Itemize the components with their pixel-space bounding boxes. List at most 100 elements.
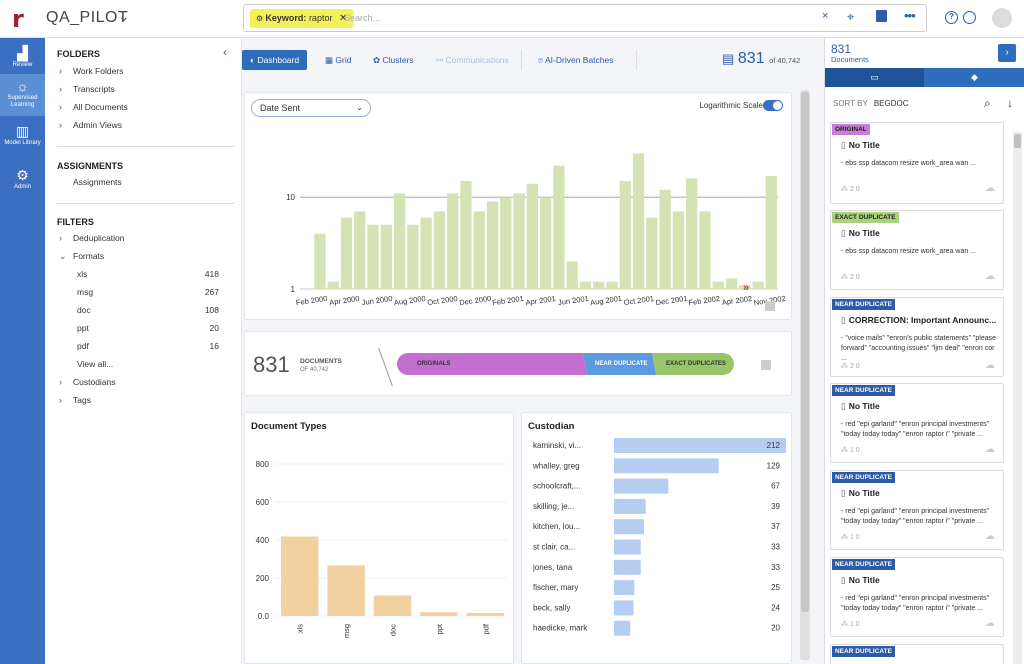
search-icon[interactable]: ⌕ xyxy=(984,96,991,110)
document-card[interactable]: NEAR DUPLICATE ▯ CORRECTION: Important Ann… xyxy=(830,297,1004,377)
dedup-badge: EXACT DUPLICATE xyxy=(832,212,899,223)
document-card[interactable]: NEAR DUPLICATE ▯ No Title - red "epi garlan… xyxy=(830,557,1004,637)
custodian-count: 39 xyxy=(771,502,780,511)
document-card[interactable]: ORIGINAL ▯ No Title - ebs ssp datacom resiz… xyxy=(830,122,1004,204)
link-icon: ⁂ xyxy=(841,186,850,193)
tab-ai-driven-batches[interactable]: ⌾ AI-Driven Batches xyxy=(530,50,622,70)
doc-snippet: - red "epi garland" "enron principal inv… xyxy=(841,508,990,525)
chart-menu-icon[interactable] xyxy=(765,301,775,311)
document-card[interactable]: EXACT DUPLICATE ▯ No Title - ebs ssp dataco… xyxy=(830,210,1004,290)
filter-tags[interactable]: › Tags xyxy=(59,395,91,405)
document-types-chart[interactable]: 0.0 200 400 600 800 xls msg doc ppt pdf xyxy=(245,413,513,663)
timeline-bar xyxy=(553,165,565,289)
assignments-item[interactable]: Assignments xyxy=(73,177,122,187)
log-scale-toggle[interactable] xyxy=(763,100,783,111)
dedup-bar[interactable] xyxy=(397,353,734,375)
project-name[interactable]: QA_PILOT xyxy=(46,9,129,26)
folder-item-all-documents[interactable]: › All Documents xyxy=(59,102,128,112)
exact-duplicates-label: EXACT DUPLICATES xyxy=(666,361,726,367)
scrollbar-thumb[interactable] xyxy=(1014,134,1021,148)
dedup-badge: NEAR DUPLICATE xyxy=(832,646,895,657)
doc-meta-value: 1 0 xyxy=(849,621,860,628)
timeline-bar xyxy=(393,193,406,289)
more-icon[interactable]: ••• xyxy=(904,8,916,23)
timeline-card: Date Sent ⌄ Logarithmic Scale 10 1 Feb 2000… xyxy=(244,92,792,320)
scrollbar-thumb[interactable] xyxy=(801,92,809,612)
document-card[interactable]: NEAR DUPLICATE ▯ No Title - red "epi garlan… xyxy=(830,383,1004,463)
filter-custodians[interactable]: › Custodians xyxy=(59,377,116,387)
search-input[interactable]: Search... xyxy=(344,13,381,23)
tab-dashboard[interactable]: ◐ Dashboard xyxy=(242,50,308,70)
tab-divider xyxy=(521,50,522,70)
tab-clusters[interactable]: ✿ Clusters xyxy=(365,50,422,70)
main-scrollbar[interactable] xyxy=(800,90,810,660)
tab-grid[interactable]: ▦ Grid xyxy=(317,50,359,70)
sort-by[interactable]: SORT BY BEGDOC xyxy=(833,99,909,108)
rail-item-model-library[interactable]: ▥ Model Library xyxy=(0,120,45,162)
cloud-icon[interactable]: ☁ xyxy=(985,531,995,542)
books-icon: ▥ xyxy=(15,123,30,139)
folder-item-work-folders[interactable]: › Work Folders xyxy=(59,66,124,76)
grid-icon: ▦ xyxy=(325,55,336,65)
x-tick-label: pdf xyxy=(481,623,490,634)
tab-tags[interactable]: ◆ xyxy=(925,68,1024,87)
document-icon: ▯ xyxy=(841,488,846,498)
timeline-bar xyxy=(540,197,552,289)
custodian-chart[interactable]: kaminski, vi... 212 whalley, greg 129 school… xyxy=(522,413,791,663)
sort-direction-icon[interactable]: ↓ xyxy=(1007,96,1013,110)
double-chevron-icon: » xyxy=(743,282,749,294)
document-card[interactable]: NEAR DUPLICATE ▯ No Title - red "epi garlan… xyxy=(830,470,1004,550)
chip-close-icon[interactable]: ✕ xyxy=(338,13,348,24)
save-icon[interactable] xyxy=(876,10,887,22)
keyword-chip[interactable]: ⚙ Keyword: raptor ✕ xyxy=(250,9,354,28)
search-bar[interactable]: ⚙ Keyword: raptor ✕ Search... × ⌖ ••• xyxy=(243,4,927,32)
filter-deduplication[interactable]: › Deduplication xyxy=(59,233,125,243)
clear-search-icon[interactable]: × xyxy=(822,10,829,22)
target-icon[interactable]: ⌖ xyxy=(847,9,855,24)
support-icon[interactable] xyxy=(963,11,976,24)
date-field-dropdown[interactable]: Date Sent ⌄ xyxy=(251,99,371,117)
rail-item-supervised-learning[interactable]: ☼ Supervised Learning xyxy=(0,74,45,116)
collapse-panel-icon[interactable]: ‹ xyxy=(223,45,227,59)
doc-title: ▯ No Title xyxy=(841,488,880,499)
rail-item-admin[interactable]: ⚙ Admin xyxy=(0,164,45,198)
format-item-pdf[interactable]: pdf 16 xyxy=(77,341,219,351)
chevron-down-icon[interactable]: ⌄ xyxy=(118,8,130,24)
view-all-link[interactable]: View all... xyxy=(77,359,114,369)
link-icon: ⁂ xyxy=(841,363,850,370)
cloud-icon[interactable]: ☁ xyxy=(985,183,995,194)
panel-scrollbar[interactable] xyxy=(1013,132,1022,664)
cloud-icon[interactable]: ☁ xyxy=(985,271,995,282)
help-icon[interactable]: ? xyxy=(945,11,958,24)
timeline-bar xyxy=(672,211,685,289)
folder-item-admin-views[interactable]: › Admin Views xyxy=(59,120,122,130)
cloud-icon[interactable]: ☁ xyxy=(985,444,995,455)
tab-folder[interactable]: ▭ xyxy=(825,68,924,87)
format-item-doc[interactable]: doc 108 xyxy=(77,305,219,315)
format-item-xls[interactable]: xls 418 xyxy=(77,269,219,279)
format-name: ppt xyxy=(77,323,89,333)
rail-item-review[interactable]: ▟ Review xyxy=(0,42,45,74)
tab-communications[interactable]: ⚯ Communications xyxy=(428,50,517,70)
sort-by-label: SORT BY xyxy=(833,99,868,108)
logo-icon[interactable]: r xyxy=(12,5,24,33)
folders-title: FOLDERS xyxy=(57,49,101,59)
document-card[interactable]: NEAR DUPLICATE xyxy=(830,644,1004,664)
expand-panel-button[interactable]: › xyxy=(998,44,1016,62)
document-icon: ▤ xyxy=(722,51,738,66)
x-tick-label: Feb 2001 xyxy=(492,294,525,307)
chart-menu-icon[interactable] xyxy=(761,360,771,370)
format-item-ppt[interactable]: ppt 20 xyxy=(77,323,219,333)
doctype-bar xyxy=(420,612,458,616)
cloud-icon[interactable]: ☁ xyxy=(985,618,995,629)
format-count: 267 xyxy=(204,287,219,297)
cloud-icon[interactable]: ☁ xyxy=(985,360,995,371)
folder-item-transcripts[interactable]: › Transcripts xyxy=(59,84,115,94)
avatar[interactable] xyxy=(992,8,1012,28)
x-tick-label: msg xyxy=(342,624,351,638)
filter-formats[interactable]: ⌄ Formats xyxy=(59,251,105,261)
dedup-badge: NEAR DUPLICATE xyxy=(832,299,895,310)
format-item-msg[interactable]: msg 267 xyxy=(77,287,219,297)
custodian-title: Custodian xyxy=(528,421,575,432)
